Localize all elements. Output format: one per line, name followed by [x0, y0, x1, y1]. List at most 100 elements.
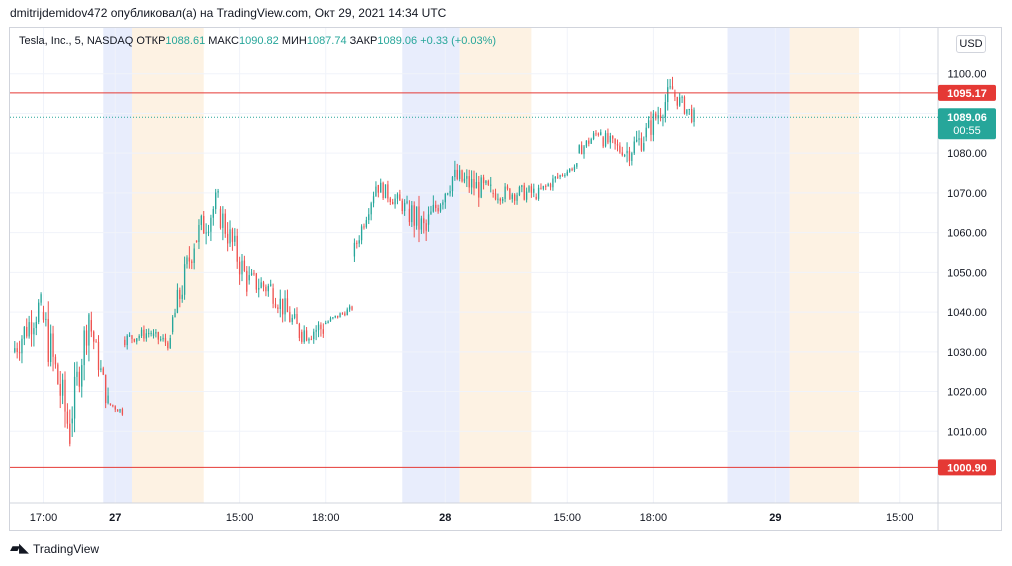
candle-body — [643, 143, 645, 151]
candle-body — [52, 333, 54, 357]
candle-body — [392, 202, 394, 205]
tradingview-brand[interactable]: TradingView — [33, 541, 100, 556]
candle-body — [430, 211, 432, 215]
candle-body — [439, 204, 442, 212]
tradingview-logo-icon[interactable]: ▰◣ — [10, 541, 29, 556]
candle-body — [40, 294, 42, 303]
candle-body — [212, 209, 214, 218]
candle-body — [222, 213, 224, 228]
candle-body — [188, 257, 191, 262]
candle-body — [413, 205, 415, 226]
candle-body — [650, 120, 652, 135]
countdown-timer: 00:55 — [953, 125, 981, 137]
candle-body — [490, 184, 492, 186]
candle-body — [690, 109, 693, 122]
candle-body — [241, 260, 243, 275]
candle-body — [420, 218, 423, 230]
candle-body — [97, 341, 100, 370]
candle-body — [545, 185, 547, 187]
candle-body — [509, 188, 511, 199]
candle-body — [33, 328, 35, 335]
candle-body — [57, 364, 59, 384]
candle-body — [588, 140, 590, 144]
candle-body — [423, 218, 425, 224]
candle-body — [215, 192, 217, 210]
symbol-label[interactable]: Tesla, Inc., 5, NASDAQ — [19, 35, 134, 47]
candle-body — [250, 273, 253, 276]
candle-body — [676, 96, 678, 106]
candle-body — [114, 406, 116, 410]
candle-body — [164, 337, 167, 343]
candle-body — [200, 215, 202, 225]
candle-body — [679, 97, 681, 106]
candle-body — [688, 109, 690, 111]
candle-body — [18, 352, 21, 354]
candle-body — [339, 313, 341, 318]
candle-body — [389, 198, 391, 203]
candle-body — [396, 194, 399, 199]
candle-body — [368, 214, 370, 221]
candle-body — [370, 203, 372, 215]
candle-body — [647, 120, 650, 128]
candle-body — [45, 318, 47, 320]
candle-body — [198, 224, 200, 242]
candle-body — [112, 404, 114, 407]
candle-body — [602, 137, 604, 147]
candle-body — [363, 226, 365, 228]
candle-body — [140, 329, 143, 336]
candle-body — [270, 284, 272, 286]
candle-body — [50, 333, 52, 362]
candle-body — [317, 324, 320, 331]
candle-body — [492, 192, 494, 194]
candle-body — [463, 178, 466, 182]
high-label: МАКС — [208, 35, 239, 47]
candle-body — [592, 133, 595, 140]
candle-body — [258, 287, 260, 290]
candle-body — [76, 371, 78, 377]
high-value: 1090.82 — [238, 35, 279, 47]
x-tick-label: 17:00 — [30, 512, 58, 524]
candle-body — [229, 229, 231, 244]
candle-body — [14, 348, 16, 352]
candle-body — [590, 139, 592, 144]
candle-body — [126, 335, 128, 346]
candle-body — [121, 409, 124, 415]
candle-body — [310, 338, 313, 340]
candle-body — [633, 141, 635, 154]
candle-body — [23, 326, 26, 339]
candle-body — [203, 215, 205, 234]
currency-button[interactable]: USD — [956, 35, 986, 53]
candle-body — [380, 182, 382, 193]
candle-body — [248, 275, 250, 281]
candle-body — [552, 178, 554, 188]
candle-body — [353, 242, 356, 257]
change-value: +0.33 (+0.03%) — [420, 35, 497, 47]
candle-body — [576, 163, 578, 167]
candle-body — [415, 206, 418, 226]
candle-body — [487, 180, 490, 185]
candle-body — [286, 298, 289, 313]
candle-body — [418, 206, 420, 230]
candle-body — [408, 208, 411, 223]
ohlc-legend: Tesla, Inc., 5, NASDAQ ОТКР1088.61 МАКС1… — [19, 35, 496, 47]
candle-body — [437, 208, 439, 212]
candle-body — [205, 232, 207, 234]
candle-body — [238, 261, 241, 275]
y-tick-label: 1050.00 — [947, 267, 987, 279]
candle-body — [626, 150, 628, 154]
candle-body — [621, 152, 623, 156]
candle-body — [516, 195, 518, 201]
candle-body — [669, 86, 671, 88]
candle-body — [128, 335, 131, 337]
candle-body — [497, 198, 499, 200]
candle-body — [478, 182, 480, 198]
candle-body — [246, 270, 248, 292]
candle-body — [595, 133, 597, 135]
candle-body — [195, 240, 198, 242]
low-value: 1087.74 — [306, 35, 347, 47]
candle-body — [578, 145, 580, 154]
candle-body — [183, 264, 186, 295]
candle-body — [346, 309, 348, 316]
candle-body — [296, 313, 298, 324]
